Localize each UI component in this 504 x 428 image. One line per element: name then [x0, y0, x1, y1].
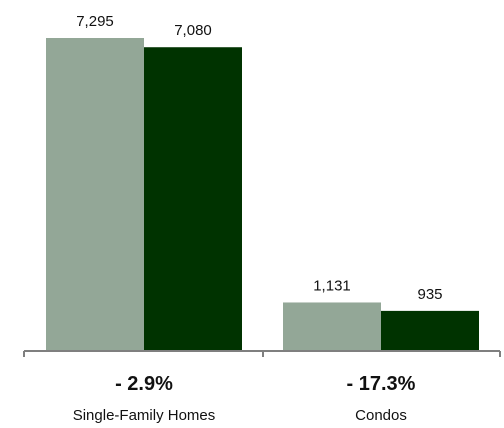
- value-label-single-family-series-1: 7,295: [76, 13, 114, 30]
- bar-single-family-series-2: [144, 47, 242, 351]
- value-label-condos-series-1: 1,131: [313, 277, 351, 294]
- value-labels-group: 7,295 7,080 1,131 935: [76, 13, 442, 303]
- bars-group: [46, 38, 479, 351]
- category-label-condos: Condos: [355, 407, 407, 424]
- bar-condos-series-1: [283, 302, 381, 351]
- x-axis: [23, 350, 501, 357]
- value-label-condos-series-2: 935: [417, 286, 442, 303]
- bar-condos-series-2: [381, 310, 479, 351]
- bar-single-family-series-1: [46, 38, 144, 351]
- change-label-condos: - 17.3%: [347, 373, 416, 395]
- change-label-single-family: - 2.9%: [115, 373, 173, 395]
- category-label-single-family: Single-Family Homes: [73, 407, 216, 424]
- value-label-single-family-series-2: 7,080: [174, 22, 212, 39]
